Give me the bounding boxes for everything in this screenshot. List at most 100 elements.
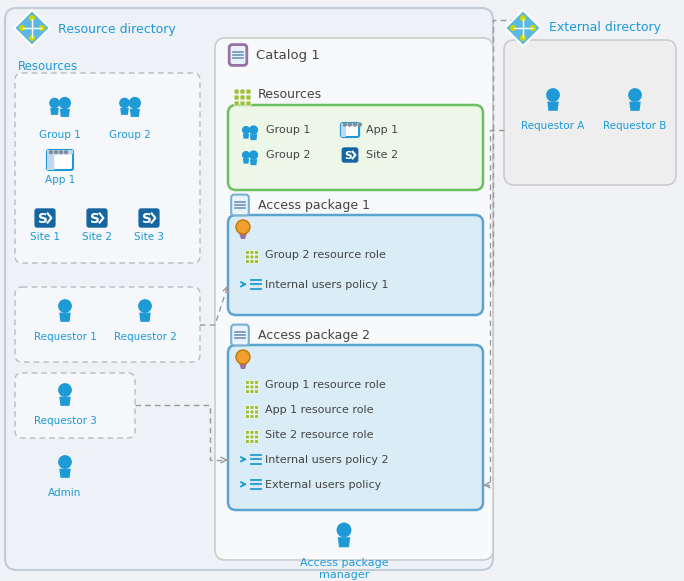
Polygon shape bbox=[130, 109, 140, 117]
FancyBboxPatch shape bbox=[246, 385, 249, 389]
FancyBboxPatch shape bbox=[246, 440, 249, 443]
Text: Site 3: Site 3 bbox=[134, 232, 164, 242]
Polygon shape bbox=[629, 102, 641, 111]
Text: Requestor 3: Requestor 3 bbox=[34, 416, 96, 426]
Circle shape bbox=[59, 300, 71, 312]
FancyBboxPatch shape bbox=[254, 255, 259, 259]
FancyBboxPatch shape bbox=[246, 390, 249, 393]
FancyBboxPatch shape bbox=[250, 255, 254, 259]
Circle shape bbox=[29, 35, 34, 40]
Polygon shape bbox=[60, 397, 70, 406]
Text: Resources: Resources bbox=[258, 88, 322, 102]
FancyBboxPatch shape bbox=[15, 373, 135, 438]
Circle shape bbox=[139, 300, 151, 312]
FancyBboxPatch shape bbox=[246, 101, 251, 106]
Circle shape bbox=[55, 150, 57, 154]
Text: Group 2: Group 2 bbox=[266, 150, 311, 160]
Circle shape bbox=[59, 456, 71, 468]
FancyBboxPatch shape bbox=[215, 38, 493, 560]
FancyBboxPatch shape bbox=[246, 260, 249, 264]
FancyBboxPatch shape bbox=[231, 195, 249, 216]
FancyBboxPatch shape bbox=[246, 89, 251, 94]
Circle shape bbox=[129, 98, 140, 109]
Circle shape bbox=[50, 98, 59, 107]
Polygon shape bbox=[50, 108, 59, 115]
Polygon shape bbox=[250, 134, 257, 140]
Text: Access package 2: Access package 2 bbox=[258, 328, 370, 342]
Circle shape bbox=[49, 150, 53, 154]
Text: Group 2 resource role: Group 2 resource role bbox=[265, 250, 386, 260]
Text: S: S bbox=[142, 212, 152, 226]
Text: External users policy: External users policy bbox=[265, 480, 381, 490]
Text: S: S bbox=[344, 151, 352, 161]
Circle shape bbox=[60, 98, 70, 109]
FancyBboxPatch shape bbox=[229, 45, 247, 66]
Circle shape bbox=[120, 98, 129, 107]
FancyBboxPatch shape bbox=[342, 148, 358, 162]
Text: Group 2: Group 2 bbox=[109, 130, 151, 140]
FancyBboxPatch shape bbox=[341, 123, 359, 126]
Polygon shape bbox=[238, 230, 248, 239]
Text: Requestor 2: Requestor 2 bbox=[114, 332, 176, 342]
Text: Internal users policy 1: Internal users policy 1 bbox=[265, 280, 389, 290]
Polygon shape bbox=[60, 313, 70, 322]
FancyBboxPatch shape bbox=[15, 287, 200, 362]
FancyBboxPatch shape bbox=[246, 406, 249, 409]
Text: S: S bbox=[90, 212, 100, 226]
FancyBboxPatch shape bbox=[250, 260, 254, 264]
FancyBboxPatch shape bbox=[240, 89, 245, 94]
Polygon shape bbox=[243, 134, 249, 139]
Circle shape bbox=[354, 123, 356, 126]
Circle shape bbox=[343, 123, 346, 126]
FancyBboxPatch shape bbox=[250, 410, 254, 414]
Circle shape bbox=[59, 384, 71, 396]
FancyBboxPatch shape bbox=[250, 440, 254, 443]
FancyBboxPatch shape bbox=[87, 209, 107, 227]
Circle shape bbox=[337, 523, 351, 537]
Circle shape bbox=[243, 152, 250, 159]
Circle shape bbox=[547, 89, 559, 101]
FancyBboxPatch shape bbox=[246, 435, 249, 439]
Text: Resource directory: Resource directory bbox=[58, 23, 176, 35]
Text: Site 2: Site 2 bbox=[366, 150, 398, 160]
Text: Group 1 resource role: Group 1 resource role bbox=[265, 380, 386, 390]
FancyBboxPatch shape bbox=[250, 435, 254, 439]
FancyBboxPatch shape bbox=[254, 435, 259, 439]
FancyBboxPatch shape bbox=[250, 250, 254, 254]
Text: Requestor 1: Requestor 1 bbox=[34, 332, 96, 342]
FancyBboxPatch shape bbox=[240, 95, 245, 100]
FancyBboxPatch shape bbox=[240, 101, 245, 106]
FancyBboxPatch shape bbox=[228, 215, 483, 315]
FancyBboxPatch shape bbox=[341, 123, 359, 137]
FancyBboxPatch shape bbox=[341, 126, 346, 137]
Polygon shape bbox=[14, 10, 50, 46]
FancyBboxPatch shape bbox=[246, 415, 249, 418]
Polygon shape bbox=[338, 537, 350, 547]
FancyBboxPatch shape bbox=[250, 390, 254, 393]
FancyBboxPatch shape bbox=[254, 250, 259, 254]
Circle shape bbox=[629, 89, 641, 101]
Polygon shape bbox=[547, 102, 559, 111]
Circle shape bbox=[250, 126, 257, 134]
FancyBboxPatch shape bbox=[250, 415, 254, 418]
Text: App 1: App 1 bbox=[366, 125, 398, 135]
Circle shape bbox=[511, 26, 516, 30]
FancyBboxPatch shape bbox=[254, 406, 259, 409]
FancyBboxPatch shape bbox=[254, 410, 259, 414]
FancyBboxPatch shape bbox=[234, 89, 239, 94]
Text: Site 2 resource role: Site 2 resource role bbox=[265, 430, 373, 440]
FancyBboxPatch shape bbox=[234, 95, 239, 100]
Circle shape bbox=[250, 151, 257, 159]
Text: Site 1: Site 1 bbox=[30, 232, 60, 242]
Text: Resources: Resources bbox=[18, 60, 78, 73]
Polygon shape bbox=[505, 10, 541, 46]
FancyBboxPatch shape bbox=[250, 381, 254, 384]
Circle shape bbox=[348, 123, 352, 126]
Text: Group 1: Group 1 bbox=[39, 130, 81, 140]
Polygon shape bbox=[120, 108, 129, 115]
Text: External directory: External directory bbox=[549, 21, 661, 34]
FancyBboxPatch shape bbox=[504, 40, 676, 185]
Circle shape bbox=[243, 127, 250, 134]
FancyBboxPatch shape bbox=[250, 431, 254, 435]
FancyBboxPatch shape bbox=[35, 209, 55, 227]
